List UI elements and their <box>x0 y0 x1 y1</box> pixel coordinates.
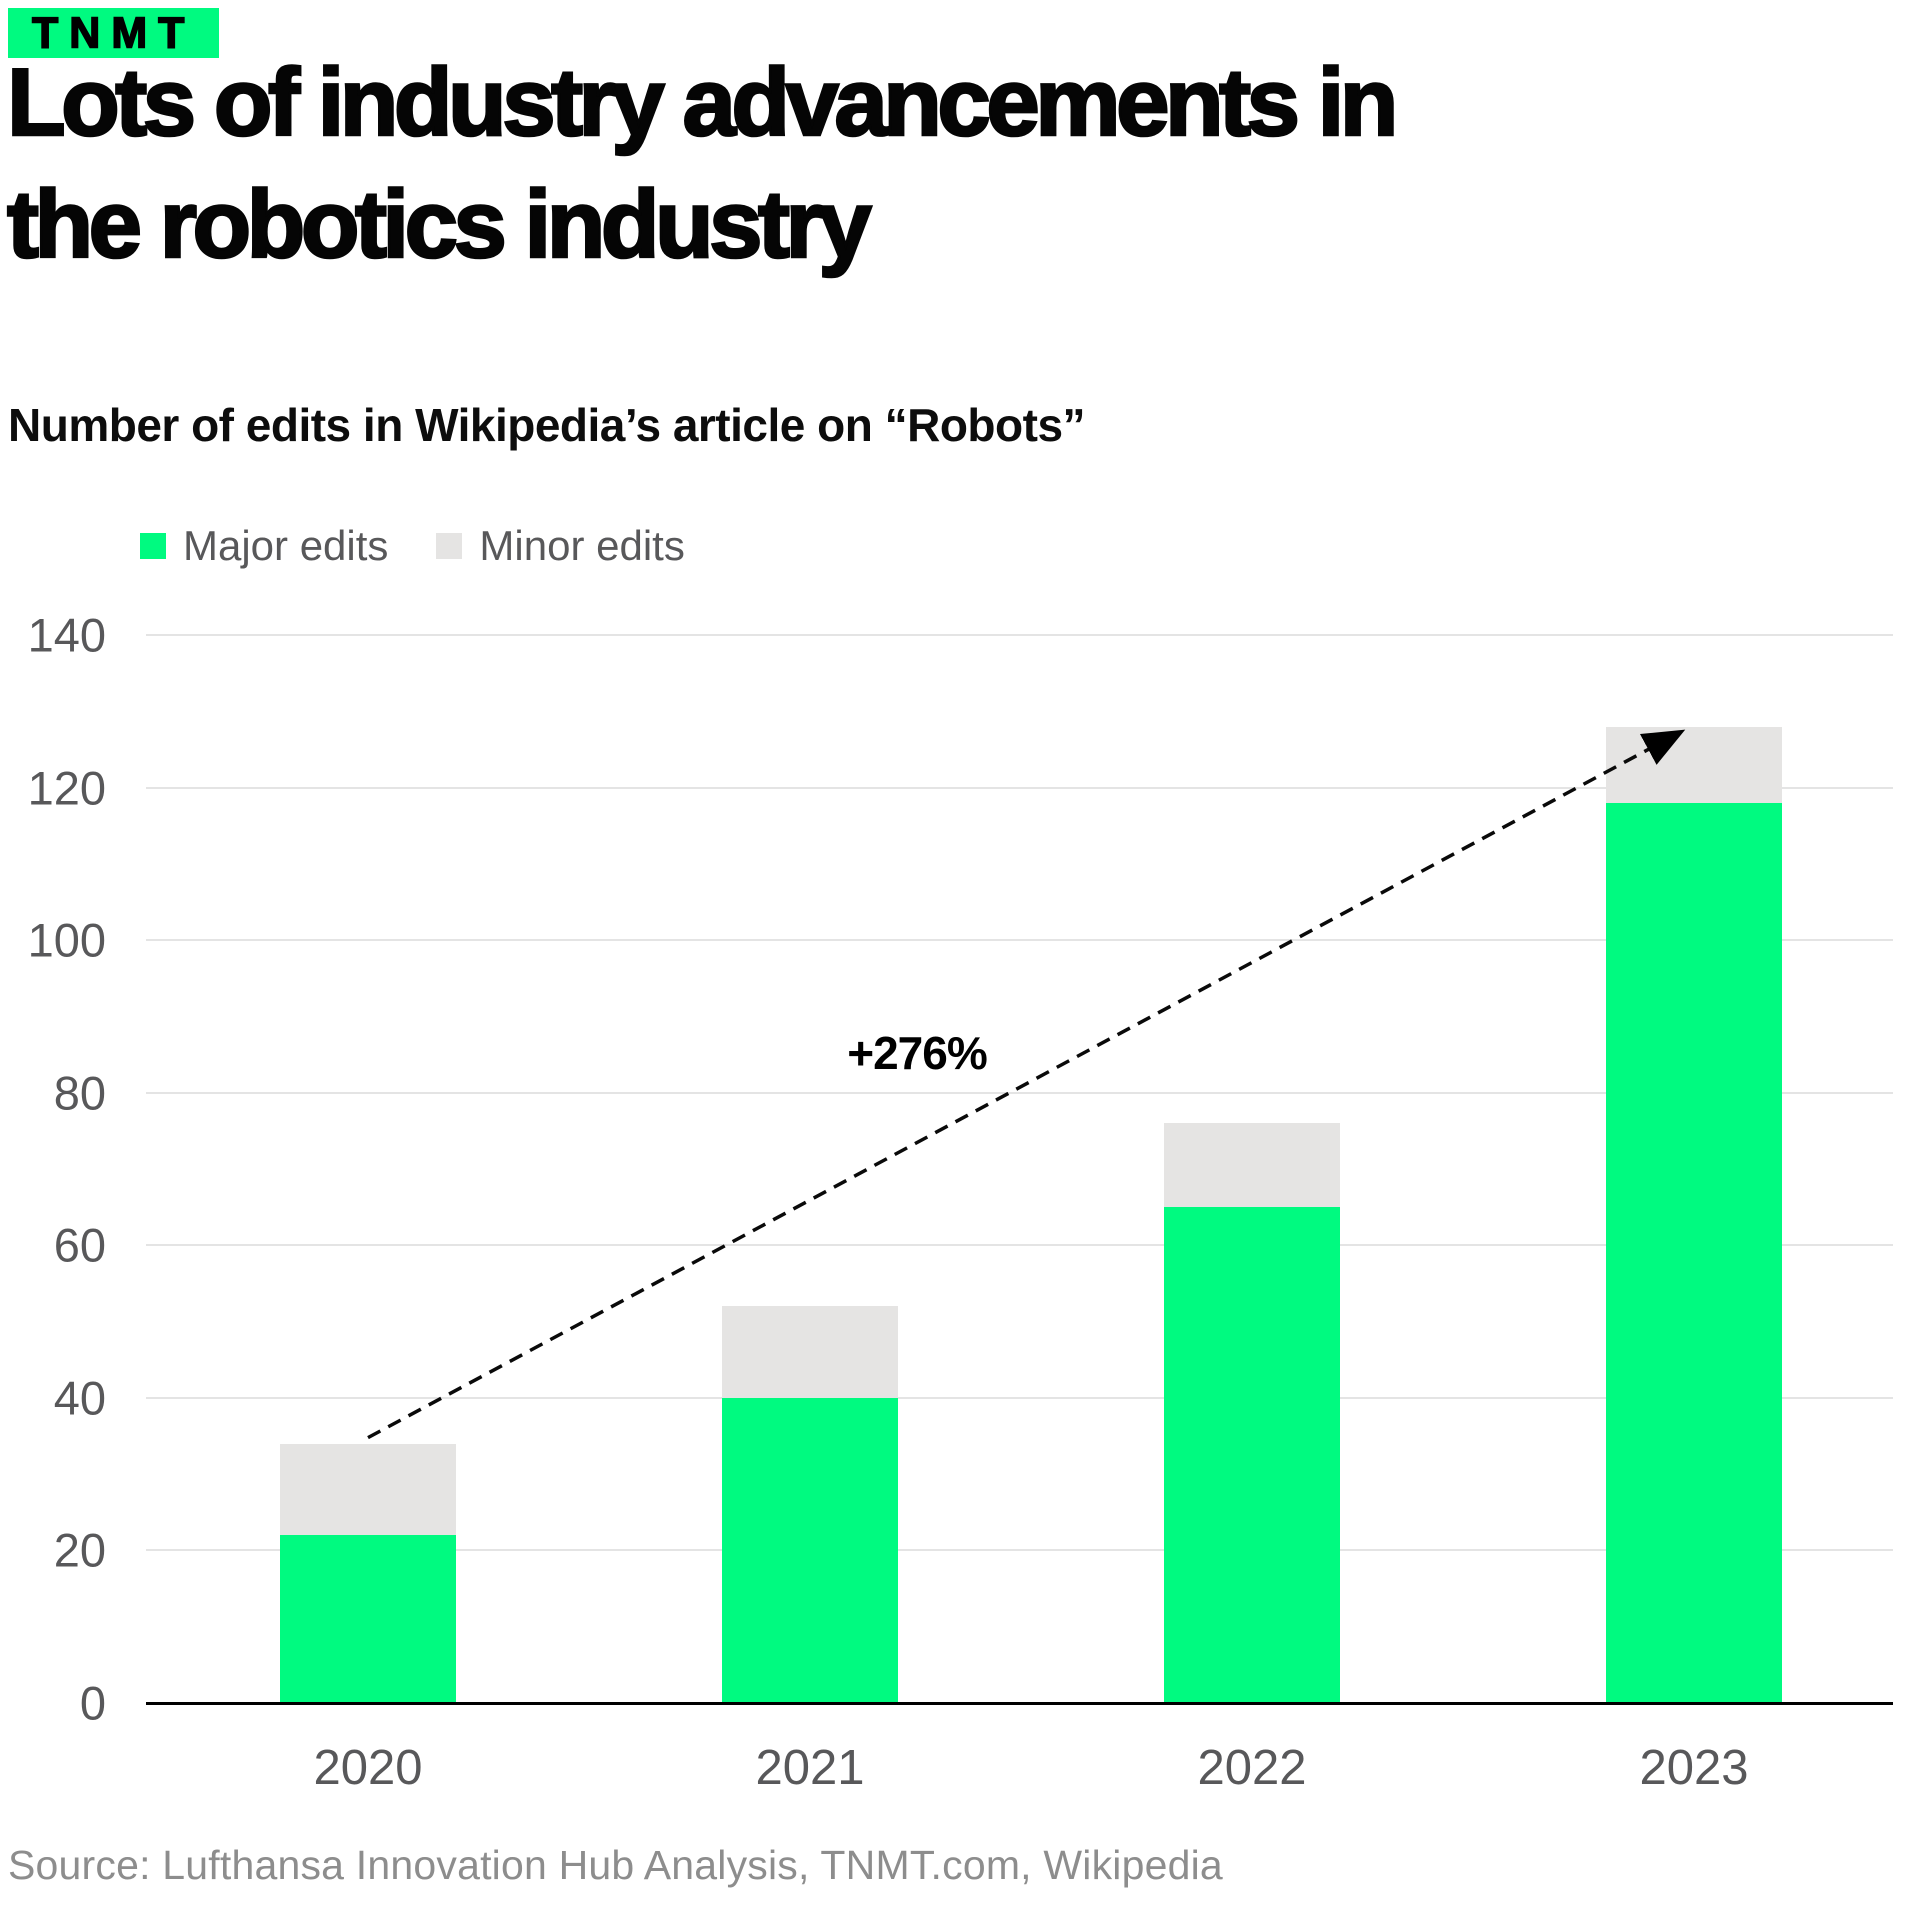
y-tick-label-20: 20 <box>53 1523 106 1577</box>
x-tick-label-2023: 2023 <box>1639 1741 1749 1795</box>
title-line-2: the robotics industry <box>6 170 873 280</box>
legend-item-minor-edits: Minor edits <box>436 522 685 570</box>
bar-2023-major-edits <box>1606 802 1782 1703</box>
legend-swatch-icon <box>436 533 463 559</box>
legend-label: Major edits <box>183 522 389 569</box>
legend-label: Minor edits <box>479 522 685 569</box>
x-tick-label-2020: 2020 <box>313 1741 423 1795</box>
bar-2021-minor-edits <box>722 1306 898 1398</box>
x-tick-label-2022: 2022 <box>1197 1741 1307 1795</box>
bar-2022-major-edits <box>1164 1207 1340 1703</box>
y-tick-label-140: 140 <box>27 608 106 662</box>
brand-logo: TNMT <box>8 7 220 58</box>
bar-2022-minor-edits <box>1164 1123 1340 1208</box>
y-tick-label-60: 60 <box>53 1218 106 1272</box>
bar-2020-major-edits <box>280 1535 456 1703</box>
chart-title: Lots of industry advancements in the rob… <box>6 42 1400 286</box>
x-tick-label-2021: 2021 <box>755 1741 865 1795</box>
gridline-140 <box>146 634 1893 636</box>
gridline-20 <box>146 1549 1893 1552</box>
brand-logo-text: TNMT <box>31 7 196 57</box>
y-tick-label-40: 40 <box>53 1371 106 1425</box>
title-line-1: Lots of industry advancements in <box>6 48 1400 158</box>
y-tick-label-100: 100 <box>27 913 106 967</box>
x-axis-line <box>146 1702 1893 1705</box>
source-note: Source: Lufthansa Innovation Hub Analysi… <box>8 1842 1223 1888</box>
bar-2020-minor-edits <box>280 1443 456 1536</box>
chart-subtitle: Number of edits in Wikipedia’s article o… <box>8 399 1086 451</box>
bar-2023-minor-edits <box>1606 726 1782 803</box>
y-tick-label-0: 0 <box>79 1676 106 1730</box>
legend-swatch-icon <box>140 533 166 559</box>
legend: Major edits Minor edits <box>140 522 685 570</box>
y-tick-label-120: 120 <box>27 761 106 815</box>
growth-annotation: +276% <box>847 1027 988 1079</box>
bar-2021-major-edits <box>722 1397 898 1703</box>
legend-item-major-edits: Major edits <box>140 522 388 570</box>
y-tick-label-80: 80 <box>53 1066 106 1120</box>
